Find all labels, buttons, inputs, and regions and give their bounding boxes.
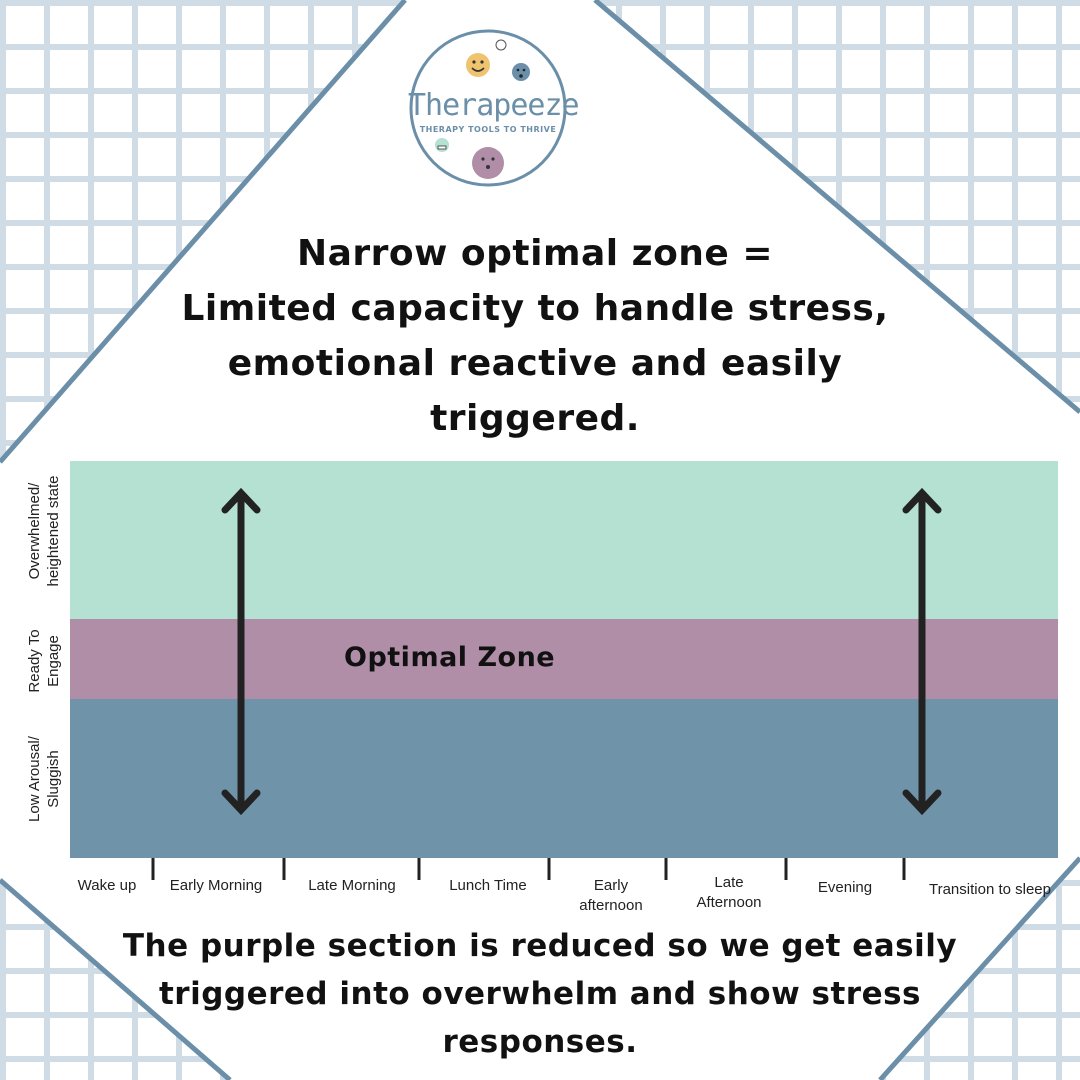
diamond-edge-top-right — [593, 0, 1080, 414]
time-label-3: Lunch Time — [449, 877, 527, 894]
logo-name: Therapeeze — [408, 88, 580, 123]
happy-face-icon — [466, 53, 490, 77]
time-label-4: Early afternoon — [579, 877, 643, 914]
diamond-edge-bottom-right — [878, 856, 1080, 1080]
time-label-0: Wake up — [77, 877, 137, 894]
diamond-edge-bottom-left — [0, 878, 232, 1080]
logo-tagline: THERAPY TOOLS TO THRIVE — [419, 125, 557, 134]
footer-text: The purple section is reduced so we get … — [122, 928, 958, 1060]
worried-face-icon — [512, 63, 530, 81]
ylabel-low-arousal: Low Arousal/Sluggish — [26, 736, 62, 822]
logo-badge — [409, 29, 567, 187]
sad-face-icon — [472, 147, 504, 179]
time-label-6: Evening — [817, 879, 873, 896]
time-label-7: Transition to sleep — [928, 881, 1051, 898]
therapeeze-logo: Therapeeze THERAPY TOOLS TO THRIVE — [408, 28, 580, 188]
optimal-zone-label: Optimal Zone — [344, 642, 556, 673]
zone-overwhelmed — [70, 461, 1058, 619]
zone-optimal — [70, 619, 1058, 699]
time-label-2: Late Morning — [308, 877, 396, 894]
zone-low-arousal — [70, 699, 1058, 858]
headline: Narrow optimal zone = Limited capacity to… — [181, 233, 889, 439]
time-label-1: Early Morning — [169, 877, 263, 894]
time-label-5: Late Afternoon — [696, 874, 762, 911]
diamond-edge-top-left — [0, 0, 407, 464]
grimace-face-icon — [435, 138, 449, 152]
neutral-face-icon — [495, 39, 507, 51]
